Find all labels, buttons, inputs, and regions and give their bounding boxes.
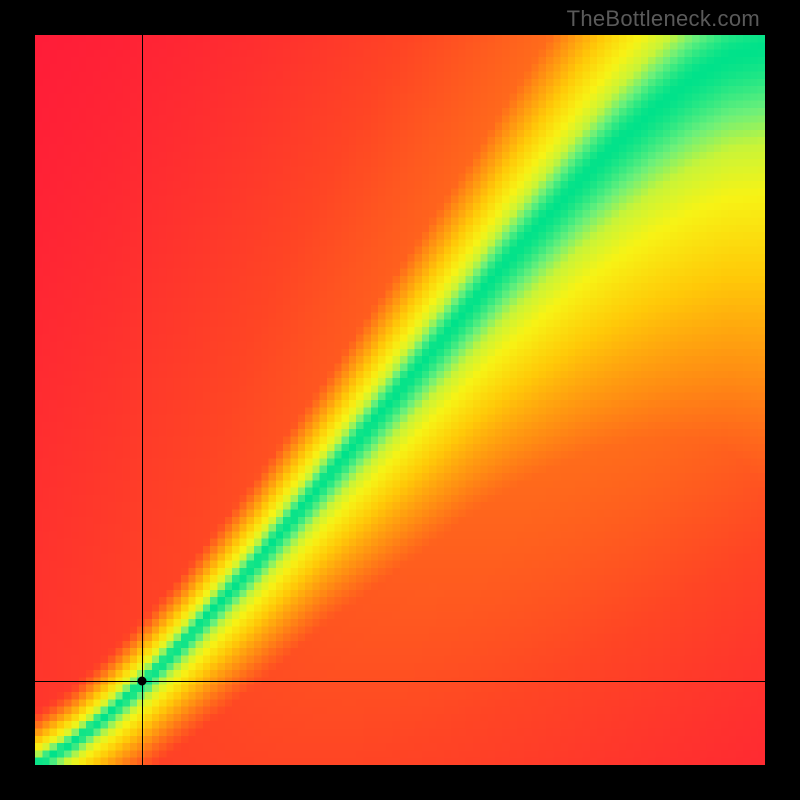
watermark-text: TheBottleneck.com [567, 6, 760, 32]
chart-container: TheBottleneck.com [0, 0, 800, 800]
crosshair-marker [138, 677, 147, 686]
crosshair-vertical [142, 35, 143, 765]
heatmap-canvas [35, 35, 765, 765]
